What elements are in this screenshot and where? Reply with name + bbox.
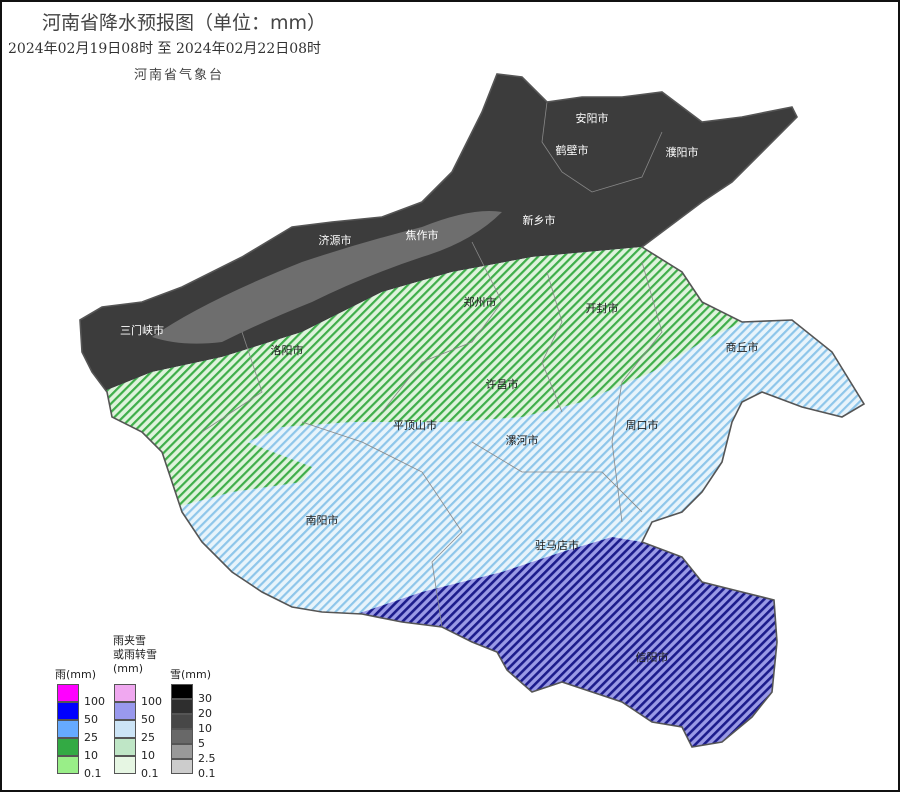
- legend-label-snow: 10: [198, 722, 212, 735]
- city-boundaries: [201, 101, 663, 628]
- city-label: 漯河市: [506, 433, 539, 447]
- zone-mixed-0.1-10: [80, 242, 864, 522]
- legend-swatch-rain: [57, 756, 79, 774]
- city-label: 鹤壁市: [556, 143, 589, 157]
- legend-swatch-mixed: [114, 756, 136, 774]
- legend-swatch-snow: [171, 759, 193, 774]
- legend-snow-title: 雪(mm): [170, 668, 212, 681]
- legend-swatch-snow: [171, 684, 193, 699]
- legend-label-mixed: 25: [141, 731, 155, 744]
- city-label: 郑州市: [464, 295, 497, 309]
- forecast-period: 2024年02月19日08时 至 2024年02月22日08时: [8, 41, 322, 57]
- legend-mixed-title-3: (mm): [113, 662, 144, 675]
- city-label: 濮阳市: [666, 145, 699, 159]
- city-label: 周口市: [626, 418, 659, 432]
- city-label: 三门峡市: [120, 323, 164, 337]
- legend-swatch-snow: [171, 714, 193, 729]
- legend-swatch-mixed: [114, 738, 136, 756]
- legend-label-rain: 0.1: [84, 767, 102, 780]
- city-label: 商丘市: [726, 340, 759, 354]
- city-label: 安阳市: [576, 111, 609, 125]
- legend-label-mixed: 50: [141, 713, 155, 726]
- legend-swatch-rain: [57, 720, 79, 738]
- legend-swatch-snow: [171, 699, 193, 714]
- legend-swatch-rain: [57, 738, 79, 756]
- city-label: 平顶山市: [393, 418, 437, 432]
- legend-label-snow: 0.1: [198, 767, 216, 780]
- city-label: 济源市: [319, 233, 352, 247]
- legend-swatch-mixed: [114, 702, 136, 720]
- legend-swatch-rain: [57, 684, 79, 702]
- city-label: 南阳市: [306, 513, 339, 527]
- zone-snow-light: [152, 211, 502, 344]
- legend-mixed-title-1: 雨夹雪: [113, 634, 146, 647]
- city-label: 信阳市: [636, 650, 669, 664]
- legend-label-snow: 5: [198, 737, 205, 750]
- legend-label-mixed: 0.1: [141, 767, 159, 780]
- city-label: 洛阳市: [271, 343, 304, 357]
- legend-label-rain: 10: [84, 749, 98, 762]
- map-title: 河南省降水预报图（单位：mm）: [42, 12, 327, 34]
- legend-swatch-mixed: [114, 684, 136, 702]
- legend-mixed-title: 雨夹雪 或雨转雪 (mm): [113, 634, 157, 676]
- legend-label-snow: 20: [198, 707, 212, 720]
- agency-name: 河南省气象台: [134, 68, 225, 83]
- city-label: 驻马店市: [535, 538, 579, 552]
- legend-swatch-snow: [171, 744, 193, 759]
- legend-label-rain: 100: [84, 695, 105, 708]
- legend-rain-title: 雨(mm): [55, 668, 97, 681]
- city-label: 许昌市: [486, 377, 519, 391]
- legend-label-mixed: 10: [141, 749, 155, 762]
- legend-swatch-mixed: [114, 720, 136, 738]
- legend-swatch-rain: [57, 702, 79, 720]
- city-label: 开封市: [586, 301, 619, 315]
- legend-label-mixed: 100: [141, 695, 162, 708]
- legend-swatch-snow: [171, 729, 193, 744]
- legend-label-snow: 2.5: [198, 752, 216, 765]
- legend-mixed-title-2: 或雨转雪: [113, 648, 157, 661]
- legend-label-rain: 50: [84, 713, 98, 726]
- city-label: 新乡市: [523, 213, 556, 227]
- legend-label-rain: 25: [84, 731, 98, 744]
- legend-label-snow: 30: [198, 692, 212, 705]
- city-label: 焦作市: [406, 228, 439, 242]
